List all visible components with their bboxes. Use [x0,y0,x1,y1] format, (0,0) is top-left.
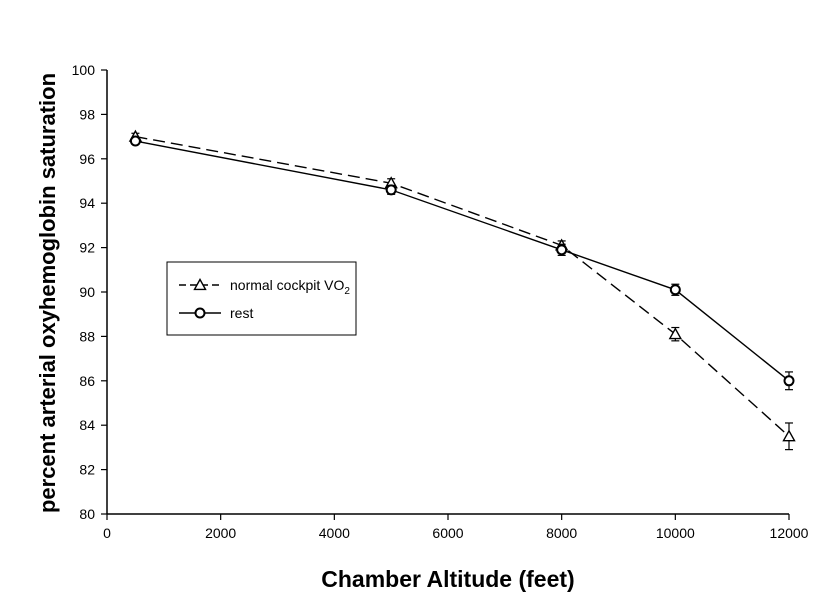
circle-marker [385,184,397,196]
legend-label: normal cockpit VO2 [230,277,350,297]
y-tick-label: 80 [79,506,95,522]
axes: 80 82 84 86 88 90 92 94 96 98 100 0 2000 4000 6000 8000… [72,62,809,541]
y-tick-label: 96 [79,151,95,167]
triangle-marker [193,278,207,291]
circle-marker [129,135,141,147]
x-axis-title: Chamber Altitude (feet) [321,566,574,592]
series-line [135,140,790,382]
y-tick-label: 92 [79,240,95,256]
y-tick-label: 86 [79,373,95,389]
x-tick-label: 12000 [770,525,809,541]
triangle-marker [668,327,683,340]
circle-marker [669,284,681,296]
x-tick-label: 0 [103,525,111,541]
legend-entry: rest [179,305,253,321]
y-tick-label: 100 [72,62,96,78]
circle-marker [194,307,206,319]
y-axis-title: percent arterial oxyhemoglobin saturatio… [35,73,60,513]
y-tick-label: 82 [79,462,95,478]
y-tick-label: 94 [79,195,95,211]
y-tick-label: 88 [79,328,95,344]
circle-marker [783,375,795,387]
series-rest [129,135,795,391]
y-tick-label: 84 [79,417,95,433]
legend: normal cockpit VO2 rest [166,261,357,336]
series-layer [128,129,796,451]
x-tick-label: 2000 [205,525,236,541]
legend-box [166,261,357,336]
x-tick-label: 8000 [546,525,577,541]
legend-entry: normal cockpit VO2 [179,277,350,297]
x-tick-label: 4000 [319,525,350,541]
y-tick-label: 98 [79,106,95,122]
y-tick-label: 90 [79,284,95,300]
x-tick-label: 10000 [656,525,695,541]
x-tick-label: 6000 [432,525,463,541]
circle-marker [556,244,568,256]
legend-label: rest [230,305,253,321]
triangle-marker [782,429,796,442]
